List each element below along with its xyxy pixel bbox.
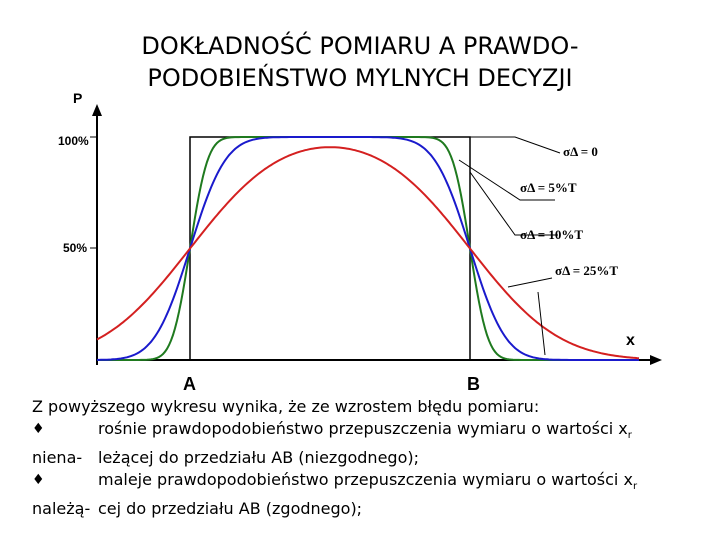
- bullet-2-line-2: cej do przedziału AB (zgodnego);: [98, 499, 363, 519]
- title-line-1: DOKŁADNOŚĆ POMIARU A PRAWDO-: [141, 32, 579, 60]
- label-sigma-5: σΔ = 5%T: [520, 180, 577, 195]
- tick-50: 50%: [63, 241, 87, 255]
- y-axis-label: P: [73, 90, 82, 106]
- bullet-2-hyphen-part: należą-: [32, 499, 91, 519]
- x-axis-arrow: [650, 355, 662, 365]
- point-a-label: A: [183, 374, 196, 394]
- conclusion-text: Z powyższego wykresu wynika, że ze wzros…: [32, 396, 712, 520]
- slide-title: DOKŁADNOŚĆ POMIARU A PRAWDO- PODOBIEŃSTW…: [60, 30, 660, 94]
- point-b-label: B: [467, 374, 480, 394]
- x-axis-label: x: [626, 332, 635, 349]
- leader-sigma-25-bottom: [537, 291, 546, 356]
- intro-line: Z powyższego wykresu wynika, że ze wzros…: [32, 397, 540, 416]
- probability-diagram: P x 100% 50% A B σΔ = 0 σΔ = 5%T σΔ = 10…: [58, 90, 662, 394]
- diamond-bullet-icon: ♦: [32, 421, 45, 437]
- tick-100: 100%: [58, 134, 89, 148]
- y-axis-arrow: [92, 104, 102, 116]
- bullet-2: ♦ maleje prawdopodobieństwo przepuszczen…: [32, 469, 712, 498]
- bullet-1-continuation: niena- leżącej do przedziału AB (niezgod…: [32, 447, 712, 469]
- bullet-1-line-2: leżącej do przedziału AB (niezgodnego);: [98, 448, 419, 468]
- curve-sigma-1: [97, 136, 639, 361]
- bullet-1: ♦ rośnie prawdopodobieństwo przepuszczen…: [32, 418, 712, 447]
- leader-sigma-5: [458, 159, 555, 201]
- label-sigma-25: σΔ = 25%T: [555, 263, 618, 278]
- label-sigma-10: σΔ = 10%T: [520, 227, 583, 242]
- bullet-2-continuation: należą- cej do przedziału AB (zgodnego);: [32, 498, 712, 520]
- curve-sigma-2: [97, 136, 639, 361]
- label-sigma-0: σΔ = 0: [563, 144, 598, 159]
- bullet-1-hyphen-part: niena-: [32, 448, 83, 468]
- bullet-2-line-1: maleje prawdopodobieństwo przepuszczenia…: [98, 470, 638, 493]
- leader-sigma-25: [507, 277, 553, 288]
- diamond-bullet-icon: ♦: [32, 472, 45, 489]
- leader-sigma-10: [469, 171, 558, 236]
- leader-sigma-0: [468, 136, 561, 154]
- curve-sigma-3: [96, 146, 640, 360]
- bullet-1-line-1: rośnie prawdopodobieństwo przepuszczenia…: [98, 419, 632, 442]
- title-line-2: PODOBIEŃSTWO MYLNYCH DECYZJI: [147, 64, 573, 92]
- curve-sigma-0: [189, 136, 471, 360]
